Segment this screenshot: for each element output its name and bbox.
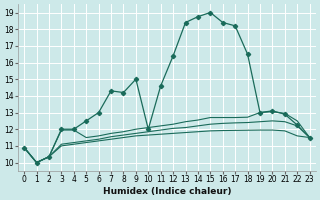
X-axis label: Humidex (Indice chaleur): Humidex (Indice chaleur) <box>103 187 231 196</box>
